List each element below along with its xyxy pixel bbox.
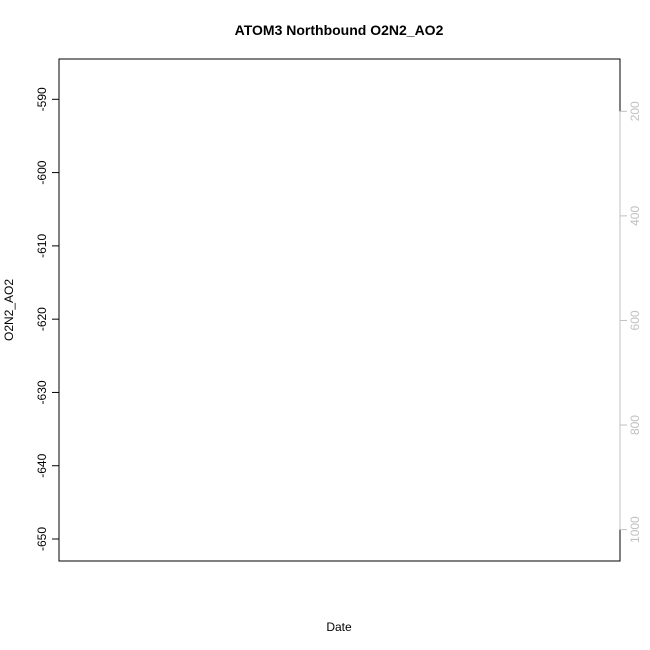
secondary-tick-label: 200	[628, 101, 642, 121]
y-tick-label: -610	[35, 234, 49, 258]
secondary-tick-label: 800	[628, 415, 642, 435]
y-tick-label: -650	[35, 527, 49, 551]
y-tick-label: -620	[35, 307, 49, 331]
y-tick-label: -600	[35, 160, 49, 184]
plot-frame	[58, 58, 621, 562]
y-tick-label: -590	[35, 87, 49, 111]
chart-title: ATOM3 Northbound O2N2_AO2	[235, 22, 444, 38]
y-axis: -590 -600 -610 -620 -630 -640 -650	[35, 87, 60, 551]
y-tick-label: -640	[35, 453, 49, 477]
x-axis-label: Date	[326, 620, 352, 634]
secondary-tick-label: 400	[628, 206, 642, 226]
y-tick-label: -630	[35, 380, 49, 404]
secondary-tick-label: 1000	[628, 516, 642, 543]
secondary-tick-label: 600	[628, 310, 642, 330]
y-axis-label: O2N2_AO2	[2, 279, 16, 341]
secondary-y-axis: 200 400 600 800 1000	[619, 101, 642, 543]
